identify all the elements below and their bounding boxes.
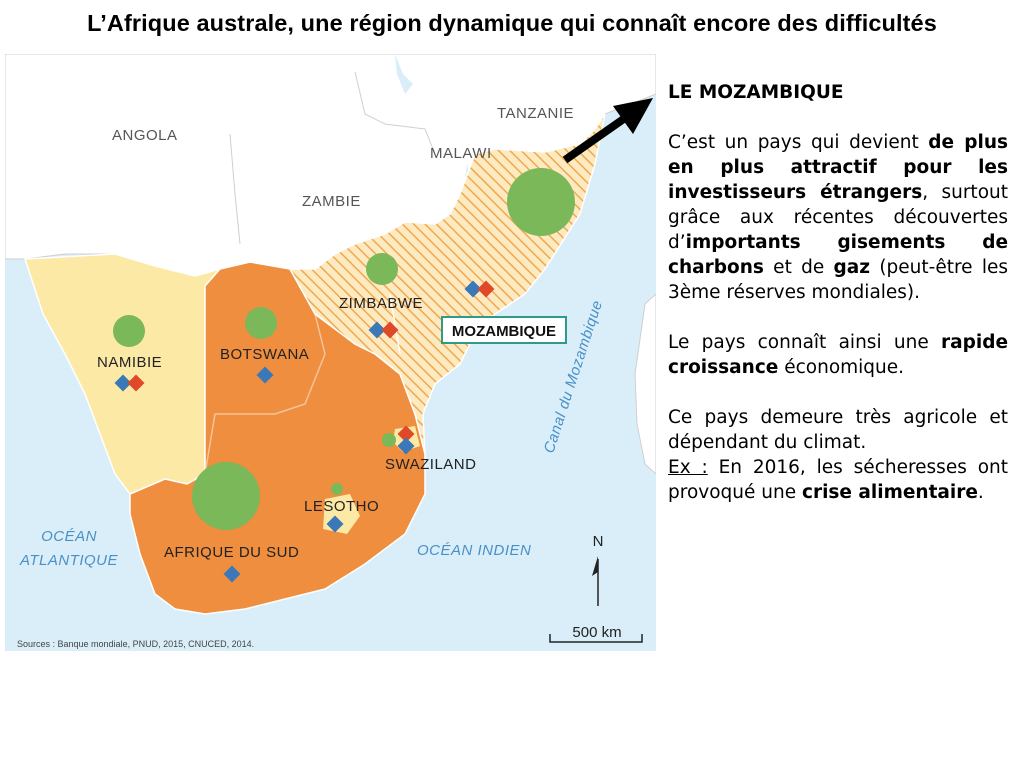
label-zambie: ZAMBIE [302, 193, 361, 210]
botswana-border [204, 313, 326, 475]
label-angola: ANGOLA [112, 127, 178, 144]
resource-circle [507, 168, 575, 236]
map: ANGOLA ZAMBIE MALAWI TANZANIE ZIMBABWE N… [5, 54, 656, 651]
label-malawi: MALAWI [430, 145, 492, 162]
label-ocean-atlantique-1: OCÉAN [41, 528, 97, 545]
side-panel: LE MOZAMBIQUE C’est un pays qui devient … [668, 80, 1008, 505]
sources-text: Sources : Banque mondiale, PNUD, 2015, C… [17, 639, 254, 649]
resource-circle [192, 462, 260, 530]
paragraph-agricole: Ce pays demeure très agricole et dépenda… [668, 407, 1008, 503]
slide-title: L’Afrique australe, une région dynamique… [87, 10, 937, 36]
label-mozambique: MOZAMBIQUE [452, 323, 556, 340]
label-tanzanie: TANZANIE [497, 105, 574, 122]
label-zimbabwe: ZIMBABWE [339, 295, 423, 312]
diamond-markers [114, 280, 495, 583]
map-svg: ANGOLA ZAMBIE MALAWI TANZANIE ZIMBABWE N… [5, 54, 656, 649]
resource-circle [245, 307, 277, 339]
label-namibie: NAMIBIE [97, 354, 162, 371]
namibie-shape [23, 253, 223, 495]
north-label: N [593, 533, 604, 550]
label-botswana: BOTSWANA [220, 346, 309, 363]
paragraph-croissance: Le pays connaît ainsi une rapide croissa… [668, 332, 1008, 378]
resource-circle [113, 315, 145, 347]
resource-circle [331, 483, 343, 495]
madagascar [634, 293, 656, 475]
scale-label: 500 km [572, 624, 621, 641]
border-lines [229, 71, 436, 245]
lake-1 [395, 54, 413, 94]
side-heading: LE MOZAMBIQUE [668, 82, 844, 103]
label-afrique-du-sud: AFRIQUE DU SUD [164, 544, 299, 561]
resource-circle [366, 253, 398, 285]
scale-bar [549, 634, 643, 643]
label-swaziland: SWAZILAND [385, 456, 476, 473]
paragraph-investissement: C’est un pays qui devient de plus en plu… [668, 132, 1008, 303]
label-lesotho: LESOTHO [304, 498, 379, 515]
label-ocean-indien: OCÉAN INDIEN [417, 542, 531, 559]
arrow-icon [562, 98, 653, 164]
resource-circle [382, 433, 396, 447]
north-arrow-icon [592, 556, 598, 576]
label-ocean-atlantique-2: ATLANTIQUE [19, 552, 119, 569]
zimbabwe-border [389, 293, 401, 355]
mozambique-label-box [441, 316, 567, 344]
